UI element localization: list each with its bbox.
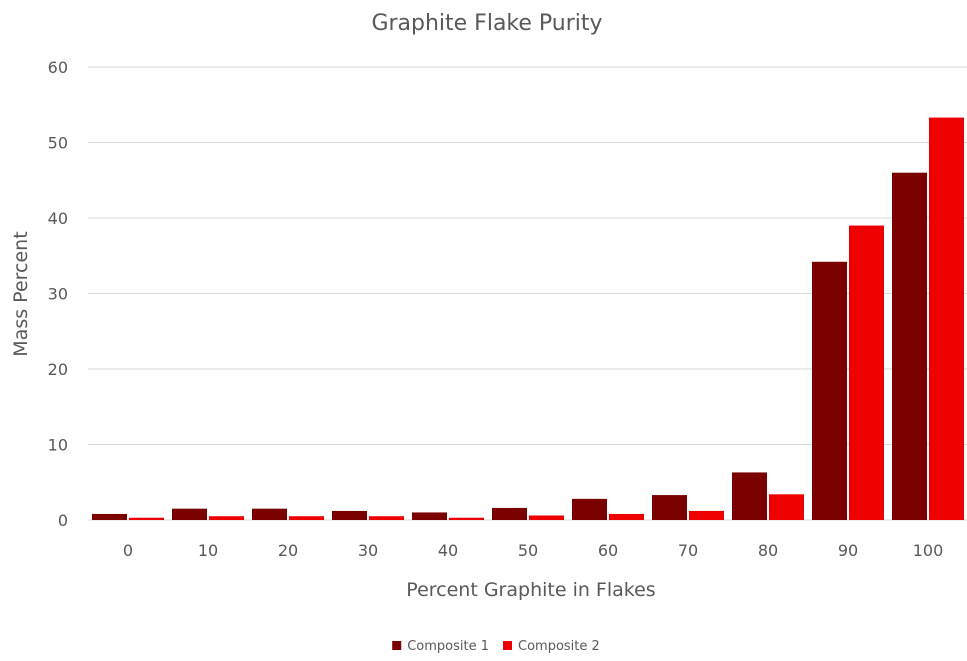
x-tick-label: 100 — [913, 541, 944, 560]
legend-label-composite-1: Composite 1 — [407, 639, 489, 654]
x-tick-label: 90 — [838, 541, 858, 560]
x-tick-label: 60 — [598, 541, 618, 560]
legend: Composite 1 Composite 2 — [392, 639, 600, 654]
y-tick-label: 20 — [48, 360, 68, 379]
y-axis-title: Mass Percent — [10, 231, 32, 356]
bar-composite-2-90 — [849, 225, 884, 521]
bar-composite-2-10 — [209, 516, 244, 520]
x-tick-label: 50 — [518, 541, 538, 560]
bar-composite-1-10 — [172, 508, 207, 520]
bar-composite-2-20 — [289, 516, 324, 520]
legend-label-composite-2: Composite 2 — [518, 639, 600, 654]
x-tick-label: 80 — [758, 541, 778, 560]
y-tick-label: 0 — [58, 511, 68, 530]
bar-composite-1-80 — [732, 472, 767, 520]
legend-swatch-composite-2 — [503, 641, 512, 650]
bar-composite-2-100 — [929, 117, 964, 521]
bar-composite-2-60 — [609, 513, 644, 520]
bar-composite-1-100 — [892, 172, 927, 520]
bar-composite-2-70 — [689, 510, 724, 520]
legend-swatch-composite-1 — [392, 641, 402, 650]
y-tick-label: 50 — [48, 134, 68, 153]
y-tick-label: 40 — [48, 209, 68, 228]
y-tick-label: 30 — [48, 285, 68, 304]
bar-composite-1-0 — [92, 513, 127, 520]
x-tick-label: 0 — [123, 541, 133, 560]
y-axis-ticks: 0 10 20 30 40 50 60 — [48, 58, 68, 530]
bar-composite-2-0 — [129, 517, 164, 520]
bar-composite-2-30 — [369, 516, 404, 520]
x-tick-label: 20 — [278, 541, 298, 560]
y-tick-label: 60 — [48, 58, 68, 77]
bar-composite-2-50 — [529, 515, 564, 520]
x-tick-label: 30 — [358, 541, 378, 560]
bar-composite-1-60 — [572, 498, 607, 520]
gridlines — [88, 66, 967, 521]
chart-title: Graphite Flake Purity — [371, 11, 602, 36]
x-axis-ticks: 0 10 20 30 40 50 60 70 80 90 100 — [123, 541, 943, 560]
bar-composite-1-50 — [492, 507, 527, 520]
bar-composite-1-70 — [652, 495, 687, 520]
bar-composite-1-40 — [412, 512, 447, 520]
y-tick-label: 10 — [48, 436, 68, 455]
bar-composite-1-20 — [252, 508, 287, 520]
bars — [92, 117, 964, 521]
bar-composite-1-30 — [332, 510, 367, 520]
x-tick-label: 10 — [198, 541, 218, 560]
bar-composite-2-40 — [449, 517, 484, 520]
bar-composite-2-80 — [769, 494, 804, 520]
x-tick-label: 40 — [438, 541, 458, 560]
x-axis-title: Percent Graphite in Flakes — [406, 579, 655, 601]
bar-composite-1-90 — [812, 261, 847, 520]
x-tick-label: 70 — [678, 541, 698, 560]
